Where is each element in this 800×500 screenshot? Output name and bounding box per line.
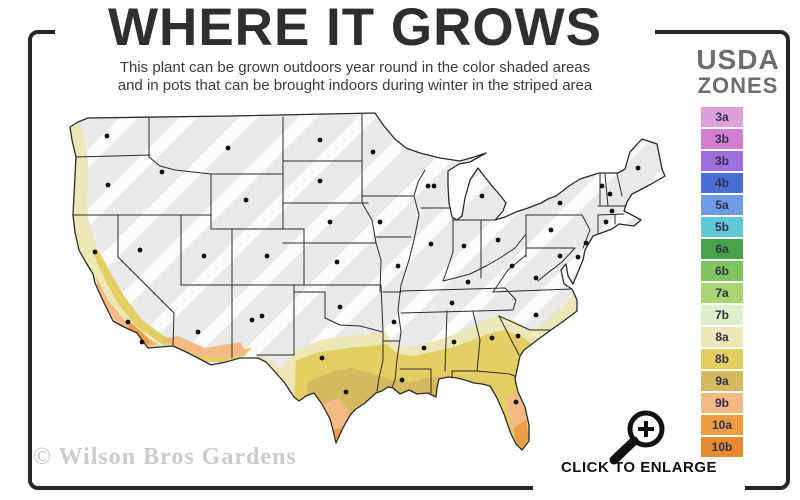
- click-to-enlarge-button[interactable]: CLICK TO ENLARGE: [560, 459, 718, 476]
- us-outline: [69, 112, 666, 451]
- legend-zone-5a: 5a: [701, 195, 743, 215]
- legend-zone-8b: 8b: [701, 349, 743, 369]
- legend-zone-5b: 5b: [701, 217, 743, 237]
- zone-band-10a-florida-tip: [514, 420, 529, 449]
- zone-band-9b-arizona: [160, 336, 246, 358]
- legend-zone-3b: 3b: [701, 129, 743, 149]
- legend-zone-7b: 7b: [701, 305, 743, 325]
- zone-band-10a-socal: [128, 322, 152, 344]
- legend-zone-3a: 3a: [701, 107, 743, 127]
- legend-heading: USDA ZONES: [686, 46, 790, 98]
- zone-band-9a: [300, 368, 452, 450]
- legend-heading-usda: USDA: [696, 44, 780, 75]
- subtitle-line-2: and in pots that can be brought indoors …: [117, 77, 593, 94]
- legend-zone-6a: 6a: [701, 239, 743, 259]
- zone-band-10a-texas-tip: [333, 428, 342, 443]
- legend-zone-8a: 8a: [701, 327, 743, 347]
- legend-zone-3b: 3b: [701, 151, 743, 171]
- watermark: © Wilson Bros Gardens: [33, 444, 297, 470]
- legend-zone-4b: 4b: [701, 173, 743, 193]
- page-title: WHERE IT GROWS: [108, 0, 602, 57]
- legend-zone-10b: 10b: [701, 437, 743, 457]
- frame-bottom-gap: [533, 476, 745, 492]
- legend-zone-10a: 10a: [701, 415, 743, 435]
- legend-zones: 3a 3b 3b 4b 5a 5b 6a 6b 7a 7b 8a 8b 9a 9b 10a 10b: [701, 107, 743, 459]
- legend-zone-6b: 6b: [701, 261, 743, 281]
- subtitle-line-1: This plant can be grown outdoors year ro…: [119, 59, 591, 76]
- magnifier-plus-icon[interactable]: [598, 400, 668, 466]
- legend-zone-9a: 9a: [701, 371, 743, 391]
- legend-heading-zones: ZONES: [697, 73, 779, 98]
- state-dots: [92, 133, 641, 405]
- state-borders: [72, 113, 626, 394]
- legend-zone-9b: 9b: [701, 393, 743, 413]
- legend-zone-7a: 7a: [701, 283, 743, 303]
- page-subtitle: This plant can be grown outdoors year ro…: [55, 59, 655, 95]
